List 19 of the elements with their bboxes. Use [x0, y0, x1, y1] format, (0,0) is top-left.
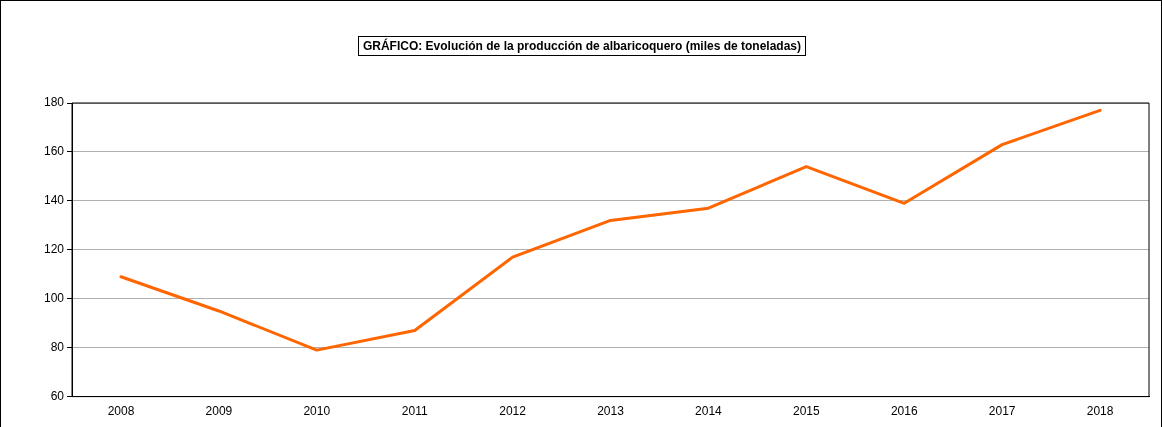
x-tick-label: 2014 — [695, 404, 723, 419]
chart-title: GRÁFICO: Evolución de la producción de albaricoquero (miles de toneladas) — [357, 36, 807, 56]
x-tick-label: 2010 — [303, 404, 331, 419]
y-tick-label: 80 — [50, 339, 65, 354]
x-tick-label: 2015 — [792, 404, 820, 419]
y-tick-label: 160 — [43, 144, 65, 159]
x-tick-label: 2017 — [988, 404, 1016, 419]
x-tick-label: 2008 — [107, 404, 135, 419]
x-tick-label: 2013 — [597, 404, 625, 419]
y-tick-label: 140 — [43, 193, 65, 208]
y-tick-label: 120 — [43, 242, 65, 257]
x-tick-label: 2012 — [499, 404, 527, 419]
x-tick-label: 2018 — [1086, 404, 1114, 419]
y-tick-label: 180 — [43, 95, 65, 110]
x-tick-label: 2016 — [890, 404, 918, 419]
x-tick-label: 2009 — [205, 404, 233, 419]
y-tick-label: 100 — [43, 291, 65, 306]
y-tick-label: 60 — [50, 388, 65, 403]
x-tick-label: 2011 — [401, 404, 428, 419]
